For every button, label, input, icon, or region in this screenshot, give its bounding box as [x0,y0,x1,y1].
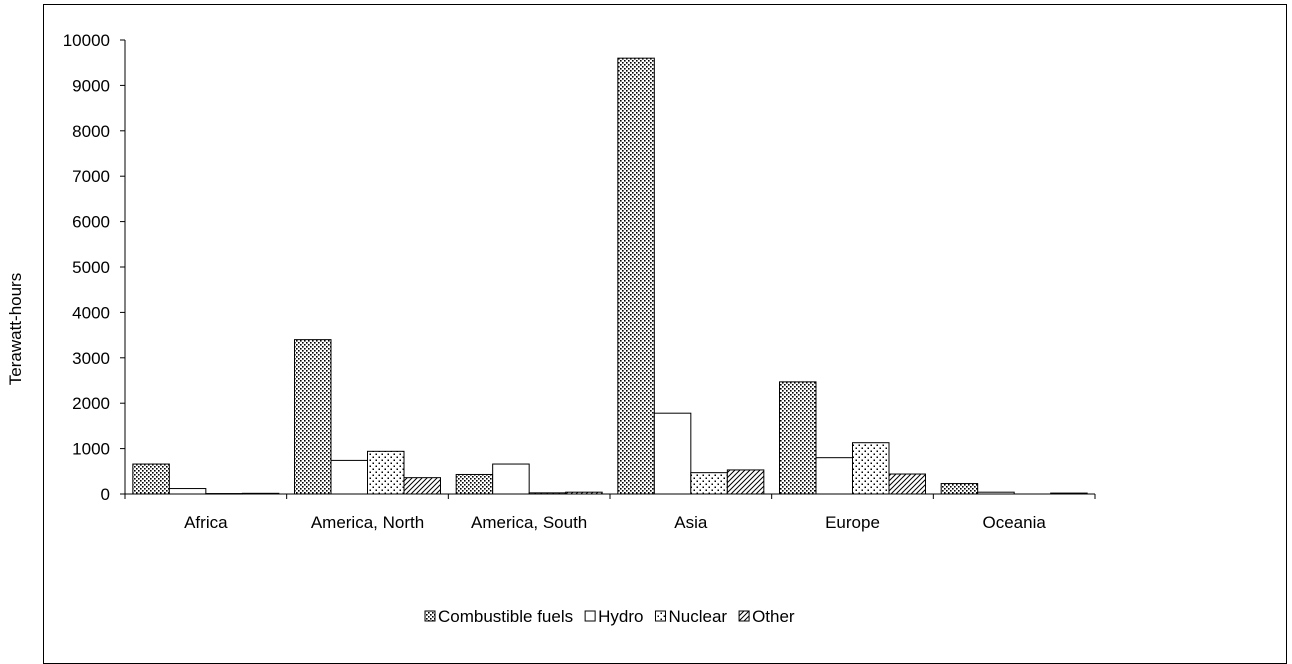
bar [403,477,441,495]
legend-label: Hydro [598,607,643,626]
y-tick-label: 2000 [72,394,110,413]
legend-item: Hydro [584,607,643,626]
x-tick-label: Africa [184,513,228,532]
axes-group: 0 1000 2000 3000 4000 5000 6000 7000 8000 9000 100… [63,31,1096,532]
bar [367,450,405,495]
bar [852,442,890,495]
x-tick-label: America, South [471,513,587,532]
y-tick-label: 3000 [72,349,110,368]
legend-label: Combustible fuels [438,607,573,626]
x-tick-label: Oceania [983,513,1047,532]
bar [617,57,655,495]
y-tick-label: 6000 [72,213,110,232]
bar [888,473,926,495]
y-tick-label: 1000 [72,440,110,459]
y-tick-label: 9000 [72,76,110,95]
y-tick-label: 4000 [72,303,110,322]
legend-item: Nuclear [654,607,727,626]
legend-item: Combustible fuels [424,607,573,626]
legend: Combustible fuels Hydro Nuclear Other [424,607,795,626]
legend-swatch [654,610,666,622]
x-tick-label: Asia [674,513,708,532]
legend-item: Other [738,607,795,626]
bar [690,472,728,495]
bar [455,473,494,495]
bars-group [132,57,1088,495]
legend-swatch [424,610,436,622]
y-tick-label: 8000 [72,122,110,141]
x-tick-label: Europe [825,513,880,532]
legend-swatch [584,610,596,622]
x-tick-label: America, North [311,513,424,532]
y-tick-label: 0 [101,485,110,504]
bar [940,483,979,495]
legend-label: Other [752,607,795,626]
bar [330,459,368,495]
bar [132,463,170,495]
y-tick-label: 10000 [63,31,110,50]
y-tick-label: 5000 [72,258,110,277]
bar [492,463,530,495]
bar [779,381,817,495]
bar [726,469,765,495]
bar [815,457,853,495]
bar [294,339,332,495]
legend-swatch [738,610,750,622]
legend-label: Nuclear [668,607,727,626]
bar [653,412,692,495]
y-tick-label: 7000 [72,167,110,186]
bar [168,488,207,495]
